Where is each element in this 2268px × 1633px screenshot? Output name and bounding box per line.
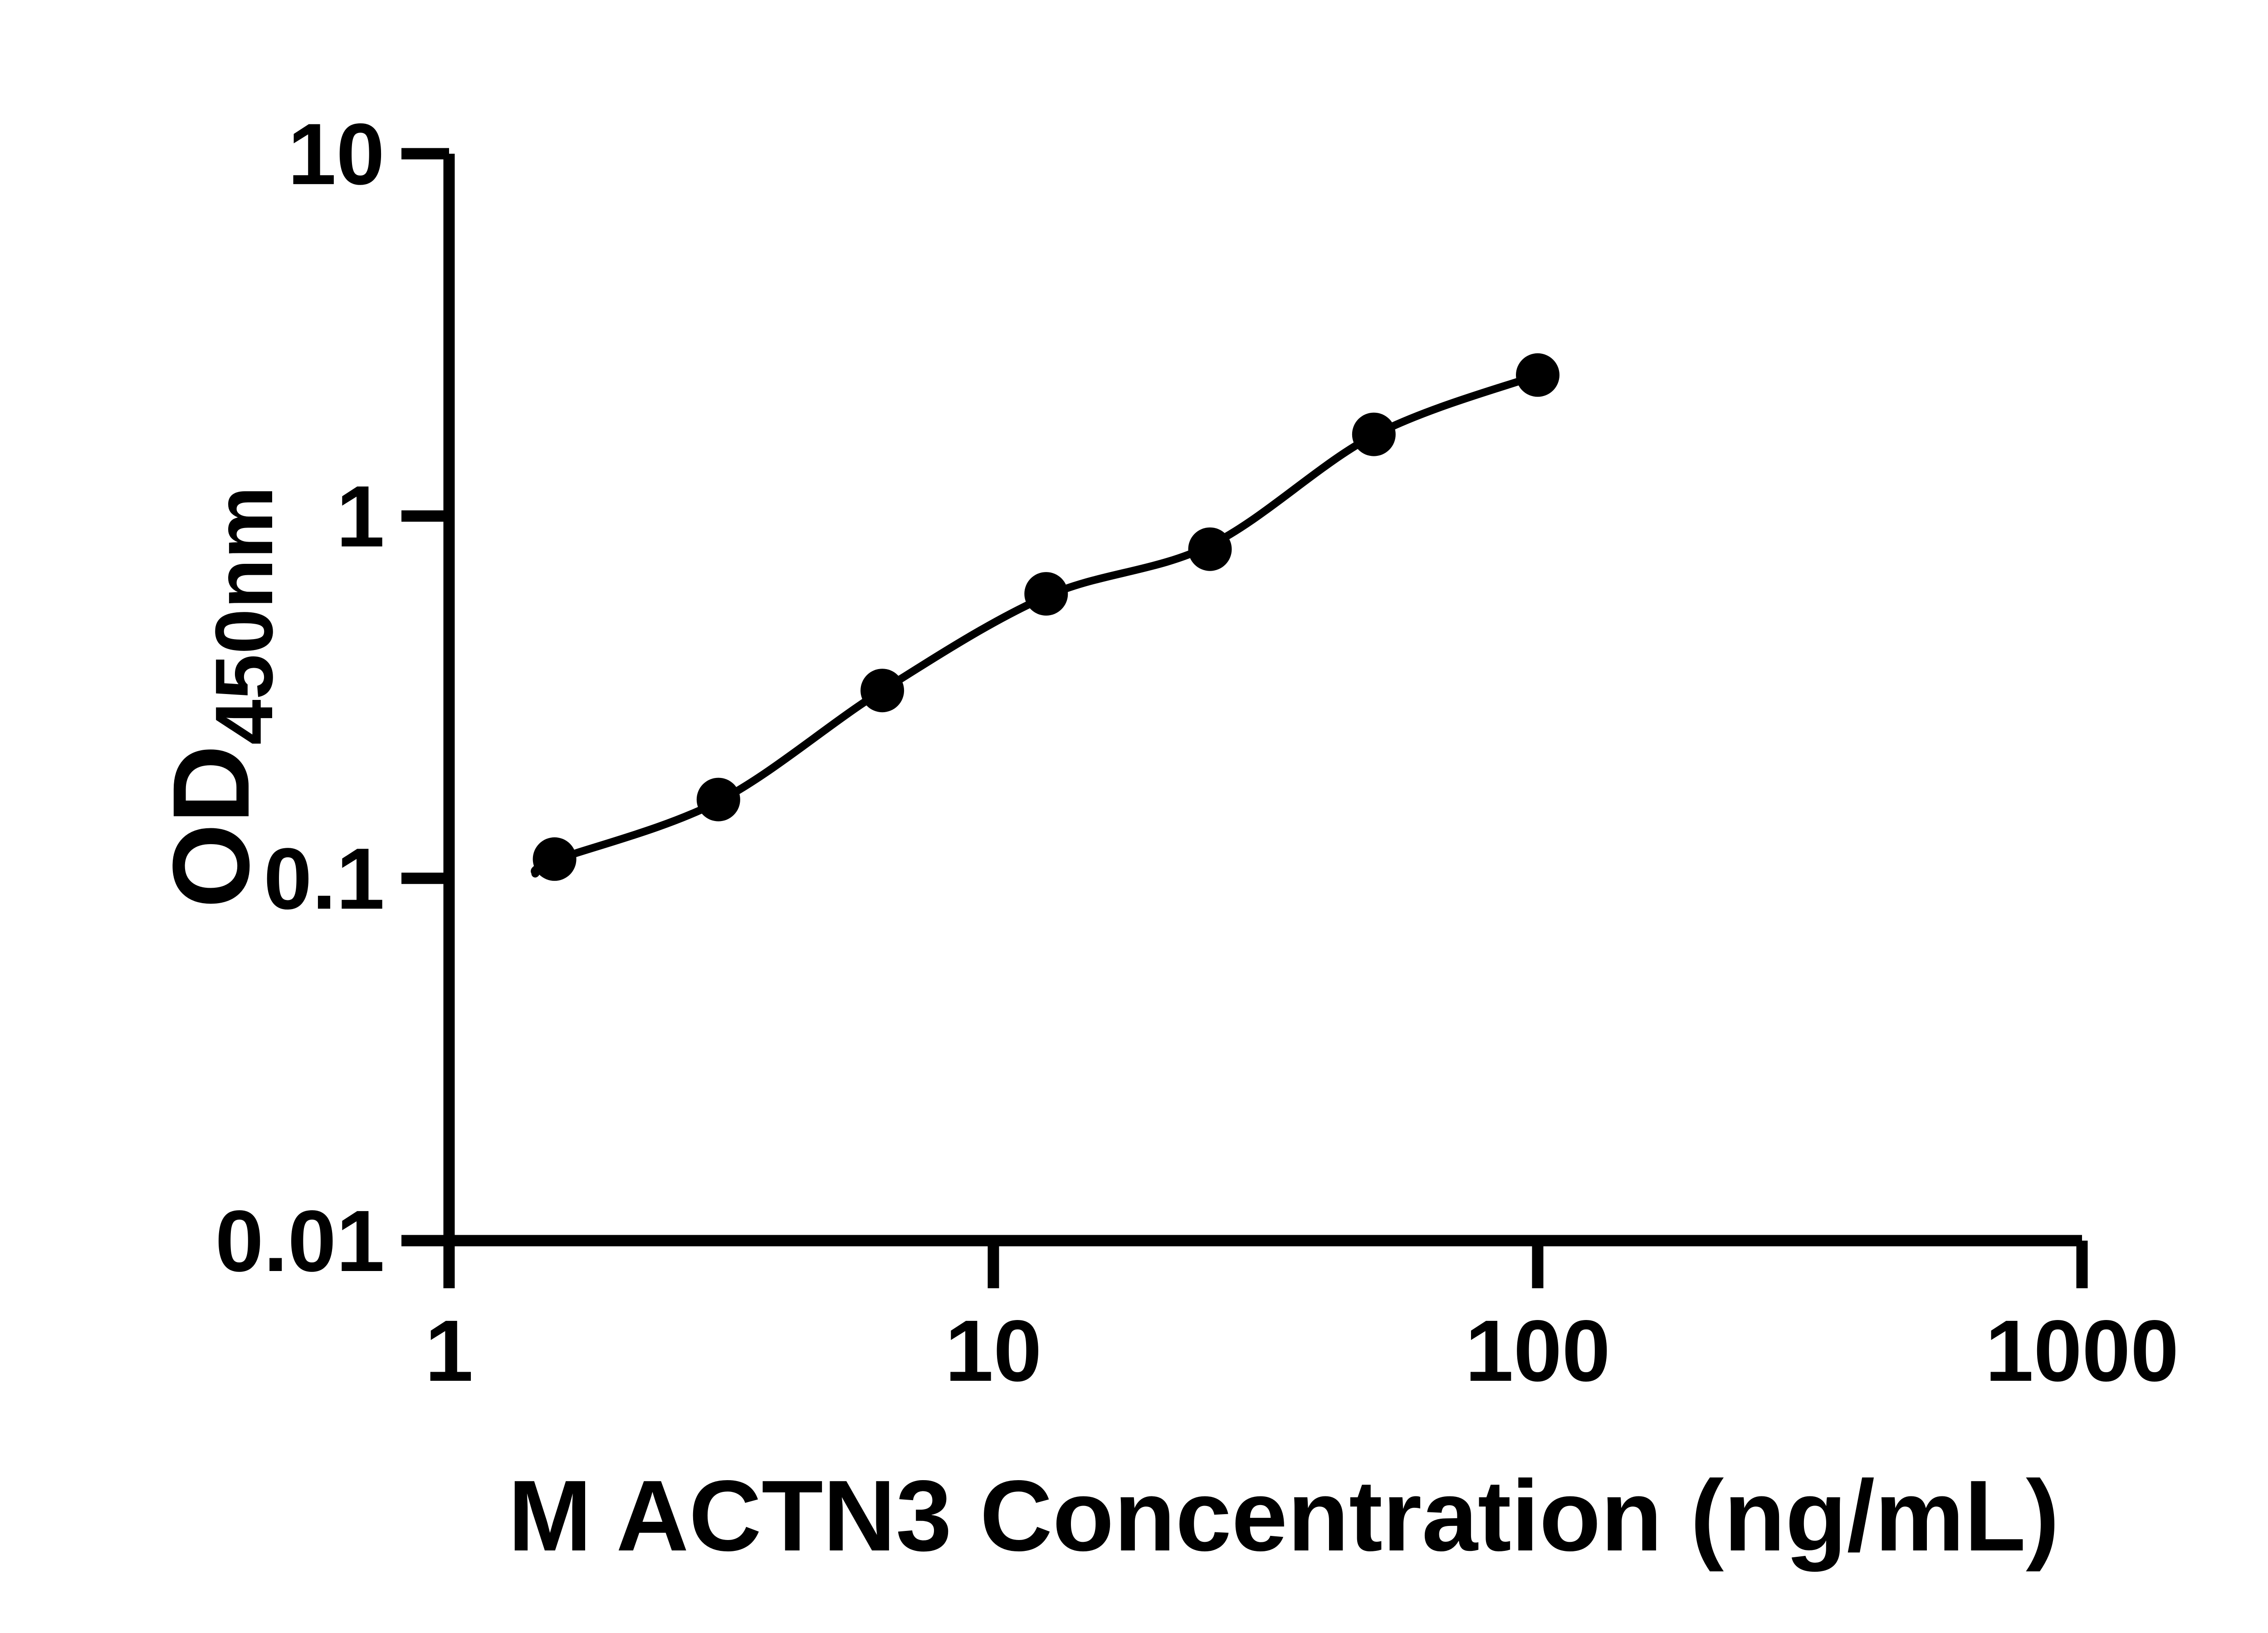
y-axis-title: OD450nm (150, 486, 290, 908)
x-axis-title: M ACTN3 Concentration (ng/mL) (508, 1460, 2059, 1572)
axis-tick-labels: 10 1 0.1 0.01 1 10 100 1000 (215, 105, 2179, 1399)
data-point (1024, 572, 1068, 616)
y-tick-label: 1 (336, 468, 385, 565)
data-points (533, 353, 1559, 881)
y-tick-label: 10 (288, 105, 385, 203)
data-point (1516, 353, 1559, 397)
x-tick-label: 100 (1465, 1302, 1610, 1399)
axis-ticks (401, 148, 2088, 1288)
x-tick-label: 1000 (1985, 1302, 2179, 1399)
y-tick-label: 0.01 (215, 1192, 385, 1290)
x-tick-label: 1 (425, 1302, 474, 1399)
data-point (533, 837, 577, 881)
axis-spines (443, 153, 2082, 1247)
data-point (1188, 527, 1232, 571)
axes (443, 153, 2082, 1247)
x-tick-label: 10 (945, 1302, 1042, 1399)
data-point (696, 777, 740, 821)
y-axis-title-main: OD (150, 745, 272, 908)
data-point (1352, 412, 1396, 456)
y-axis-title-subscript: 450nm (199, 486, 290, 745)
data-point (860, 669, 904, 713)
y-tick-label: 0.1 (264, 830, 385, 927)
